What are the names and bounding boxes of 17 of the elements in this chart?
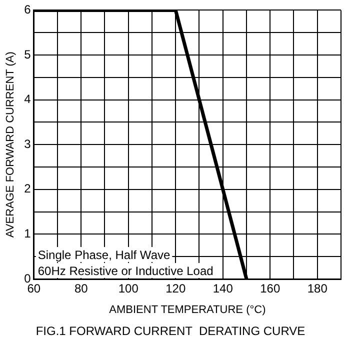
x-tick-label: 120 (166, 282, 186, 296)
y-axis-title: AVERAGE FORWARD CURRENT (A) (4, 52, 17, 238)
y-tick-label: 3 (24, 136, 32, 151)
text: FIG.1 FORWARD CURRENT DERATING CURVE (36, 324, 306, 338)
y-tick-label: 5 (24, 47, 32, 62)
y-tick-label: 6 (24, 2, 32, 17)
x-tick-label: 180 (307, 282, 328, 296)
y-tick-label: 4 (24, 92, 32, 106)
annotation: Single Phase, Half Wave (38, 248, 170, 262)
x-axis-title: AMBIENT TEMPERATURE (°C) (109, 304, 266, 316)
x-tick-label: 160 (260, 282, 280, 296)
x-tick-label: 80 (74, 282, 88, 296)
y-tick-label: 2 (24, 182, 32, 196)
x-tick-label: 140 (212, 282, 234, 296)
y-tick-label: 1 (24, 226, 32, 241)
x-tick-label: 100 (118, 282, 139, 296)
annotation: 60Hz Resistive or Inductive Load (38, 264, 214, 278)
